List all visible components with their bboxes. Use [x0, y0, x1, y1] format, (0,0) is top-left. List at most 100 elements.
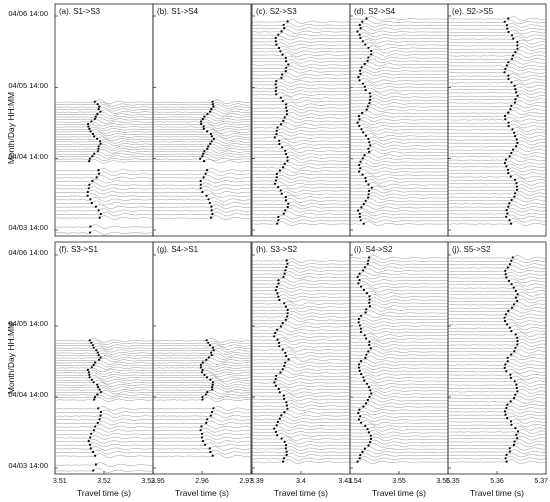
- trace: [349, 48, 448, 54]
- trace: [447, 409, 547, 414]
- trace: [251, 393, 350, 398]
- pick-marker: [284, 269, 287, 272]
- pick-marker: [510, 198, 513, 202]
- trace: [251, 307, 351, 313]
- trace: [349, 120, 448, 125]
- pick-marker: [208, 344, 212, 347]
- pick-marker: [504, 158, 508, 161]
- pick-marker: [285, 109, 288, 112]
- trace: [447, 355, 547, 361]
- trace: [152, 343, 252, 348]
- trace: [350, 443, 448, 448]
- trace: [54, 392, 153, 397]
- y-tick-bottom-2: 04/05 14:00: [8, 319, 48, 328]
- pick-marker: [514, 427, 517, 430]
- pick-marker: [515, 383, 518, 386]
- trace: [448, 415, 547, 421]
- trace: [251, 317, 350, 323]
- pick-marker: [87, 187, 90, 190]
- trace: [152, 428, 252, 433]
- pick-marker: [274, 384, 277, 387]
- pick-marker: [210, 108, 213, 111]
- trace: [252, 125, 350, 130]
- trace: [251, 151, 350, 157]
- trace: [152, 215, 252, 220]
- trace: [349, 401, 449, 406]
- pick-marker: [516, 340, 519, 343]
- pick-marker: [506, 266, 509, 269]
- trace: [251, 406, 351, 412]
- pick-marker: [507, 279, 510, 282]
- x-tick-label: 2.97: [239, 478, 253, 485]
- pick-marker: [99, 140, 102, 143]
- pick-marker: [284, 209, 287, 212]
- pick-marker: [506, 168, 510, 171]
- ylabel-top: Month/Day HH:MM: [6, 92, 16, 164]
- pick-marker: [505, 406, 508, 410]
- pick-marker: [367, 444, 370, 447]
- pick-marker: [276, 222, 279, 225]
- trace: [349, 172, 448, 177]
- trace: [152, 171, 251, 176]
- panel-title: (e). S2->S5: [452, 7, 494, 16]
- trace: [349, 352, 449, 357]
- trace: [349, 371, 448, 377]
- trace: [447, 402, 547, 407]
- trace: [251, 258, 351, 263]
- pick-marker: [88, 127, 91, 130]
- trace: [152, 338, 252, 343]
- pick-marker: [370, 53, 373, 56]
- trace: [54, 151, 154, 156]
- pick-marker: [201, 117, 204, 121]
- pick-marker: [507, 111, 510, 114]
- trace: [152, 111, 252, 117]
- trace: [251, 201, 351, 206]
- pick-marker: [92, 363, 95, 366]
- trace: [349, 313, 448, 318]
- trace: [447, 100, 547, 105]
- trace: [447, 412, 547, 417]
- trace: [447, 137, 547, 142]
- pick-marker: [358, 163, 361, 167]
- trace: [152, 449, 252, 455]
- trace: [447, 127, 547, 132]
- pick-marker: [509, 108, 512, 111]
- trace: [349, 25, 448, 31]
- trace: [152, 178, 252, 184]
- trace: [54, 416, 154, 422]
- trace: [349, 61, 448, 67]
- pick-marker: [361, 111, 364, 114]
- pick-marker: [88, 183, 91, 186]
- trace: [447, 395, 547, 401]
- pick-marker: [201, 190, 204, 194]
- pick-marker: [362, 288, 365, 291]
- pick-marker: [279, 371, 282, 374]
- pick-marker: [199, 363, 202, 366]
- trace: [55, 204, 153, 209]
- trace: [350, 446, 448, 451]
- pick-marker: [358, 79, 361, 82]
- trace: [54, 340, 154, 346]
- trace: [447, 144, 547, 149]
- pick-marker: [279, 189, 282, 192]
- trace: [349, 271, 448, 276]
- trace: [349, 166, 448, 171]
- pick-marker: [199, 179, 202, 183]
- trace: [251, 39, 350, 44]
- pick-marker: [514, 135, 517, 138]
- pick-marker: [516, 430, 520, 433]
- trace: [349, 100, 449, 106]
- pick-marker: [88, 160, 91, 163]
- trace: [447, 218, 546, 223]
- pick-marker: [368, 150, 371, 153]
- trace: [251, 403, 351, 408]
- pick-marker: [202, 152, 205, 155]
- trace: [349, 274, 448, 280]
- pick-marker: [280, 414, 283, 417]
- pick-marker: [277, 186, 280, 189]
- trace: [152, 384, 252, 390]
- pick-marker: [504, 363, 507, 366]
- trace: [251, 184, 350, 190]
- trace: [251, 88, 350, 94]
- pick-marker: [91, 179, 94, 183]
